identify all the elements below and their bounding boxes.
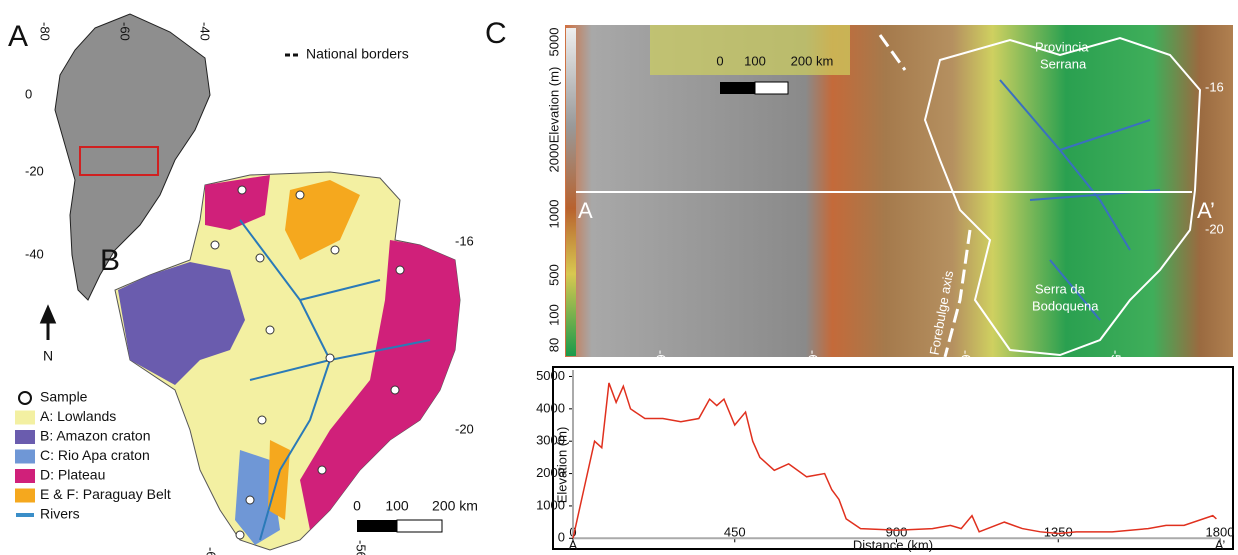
y-tick-label: 3000 [536,433,565,448]
lowland-patch [650,25,850,75]
y-tick-label: 4000 [536,400,565,415]
lon-label: -40 [198,22,213,41]
scale-label: 100 [385,498,409,514]
lat-label: -16 [455,233,474,248]
legend: Sample A: Lowlands B: Amazon craton C: Rio … [15,389,171,522]
scale-bar [396,519,443,533]
lat-label: -16 [1205,79,1224,94]
paraguay-belt [268,180,360,520]
lat-label: -20 [455,421,474,436]
north-label: N [43,348,53,364]
lon-label: -56 [354,540,369,555]
scale-label: 100 [744,53,766,68]
lon-label: -64 [806,350,821,369]
rivers [999,79,1161,321]
y-tick-label: 2000 [536,465,565,480]
panel-label: A [8,20,28,53]
plateau [300,240,460,530]
north-arrow [39,304,57,340]
legend-swatch [15,469,35,483]
lon-label: -60 [959,350,974,369]
x-tick-label: 1800 [1206,524,1235,539]
rio-apa-craton [235,450,280,545]
lon-label: -56 [1109,350,1124,369]
legend-text: Rivers [40,506,80,522]
place-label: Bodoquena [1032,298,1099,313]
x-axis-title: Distance (km) [853,537,933,552]
legend-swatch [15,430,35,444]
panel-label: B [100,244,120,277]
legend-swatch [15,449,35,464]
scale-label: 0 [353,498,361,514]
lon-label: -80 [38,22,53,41]
legend-marker [16,513,34,517]
colorbar-label: 1000 [546,200,561,229]
colorbar-label: 500 [546,264,561,286]
lon-label: -68 [654,350,669,369]
y-tick-label: 0 [558,530,565,545]
y-tick-label: 5000 [536,368,565,383]
legend-text: National borders [306,46,409,62]
colorbar-label: 80 [546,338,561,352]
legend-text: D: Plateau [40,467,105,483]
scale-bar [754,81,789,95]
south-america [54,13,211,301]
amazon-craton [118,262,245,385]
colorbar-title: Elevation (m) [546,67,561,144]
scale-bar [720,82,755,94]
forebulge-axis [878,34,972,358]
lat-label: 0 [25,86,32,101]
profile-line [572,382,1217,539]
section-label: A [578,198,593,223]
legend-text: Sample [40,389,88,405]
study-box [79,146,159,176]
y-tick-label: 1000 [536,497,565,512]
place-label: Provincia [1035,39,1089,54]
samples [210,185,405,540]
lat-label: -20 [25,163,44,178]
legend-text: E & F: Paraguay Belt [40,486,171,502]
scale-label: 0 [716,53,723,68]
lat-label: -40 [25,246,44,261]
lon-label: -60 [118,22,133,41]
lat-label: -20 [1205,221,1224,236]
panel-a: A N National borders -80 -60 -40 0 -20 -… [8,13,409,364]
x-tick-label: 900 [886,524,908,539]
colorbar-label: 5000 [546,28,561,57]
colorbar-label: 2000 [546,144,561,173]
x-end-label: A [569,537,578,552]
lon-label: -60 [204,547,219,555]
chart-frame [552,366,1234,550]
legend-text: B: Amazon craton [40,428,151,444]
panel-c: C Elevation (m) 5000 2000 1000 500 100 8… [485,17,1233,369]
x-tick-label: 450 [724,524,746,539]
panel-b: B -16 -20 -60 -56 0 100 200 km Sample A: … [15,171,478,555]
colorbar [566,28,576,356]
legend-text: C: Rio Apa craton [40,447,150,463]
colorbar-label: 100 [546,304,561,326]
legend-text: A: Lowlands [40,408,116,424]
rivers [239,219,431,541]
panel-label: C [485,17,507,50]
y-axis-title: Elevation (m) [554,427,569,504]
plateau [205,175,270,230]
place-label: Serrana [1040,56,1087,71]
x-end-label: A’ [1215,537,1226,552]
legend-swatch [15,488,35,503]
scale-bar [357,520,397,532]
place-label: Serra da [1035,281,1086,296]
legend-swatch [15,410,35,425]
x-tick-label: 1350 [1044,524,1073,539]
profile-chart: Distance (km) Elevation (m) A A’ 0 1000 20… [536,366,1235,552]
basin-outline [923,36,1202,357]
scale-label: 200 km [791,53,834,68]
scale-label: 200 km [432,498,478,514]
section-label: A’ [1197,198,1215,223]
legend-marker [18,391,32,405]
